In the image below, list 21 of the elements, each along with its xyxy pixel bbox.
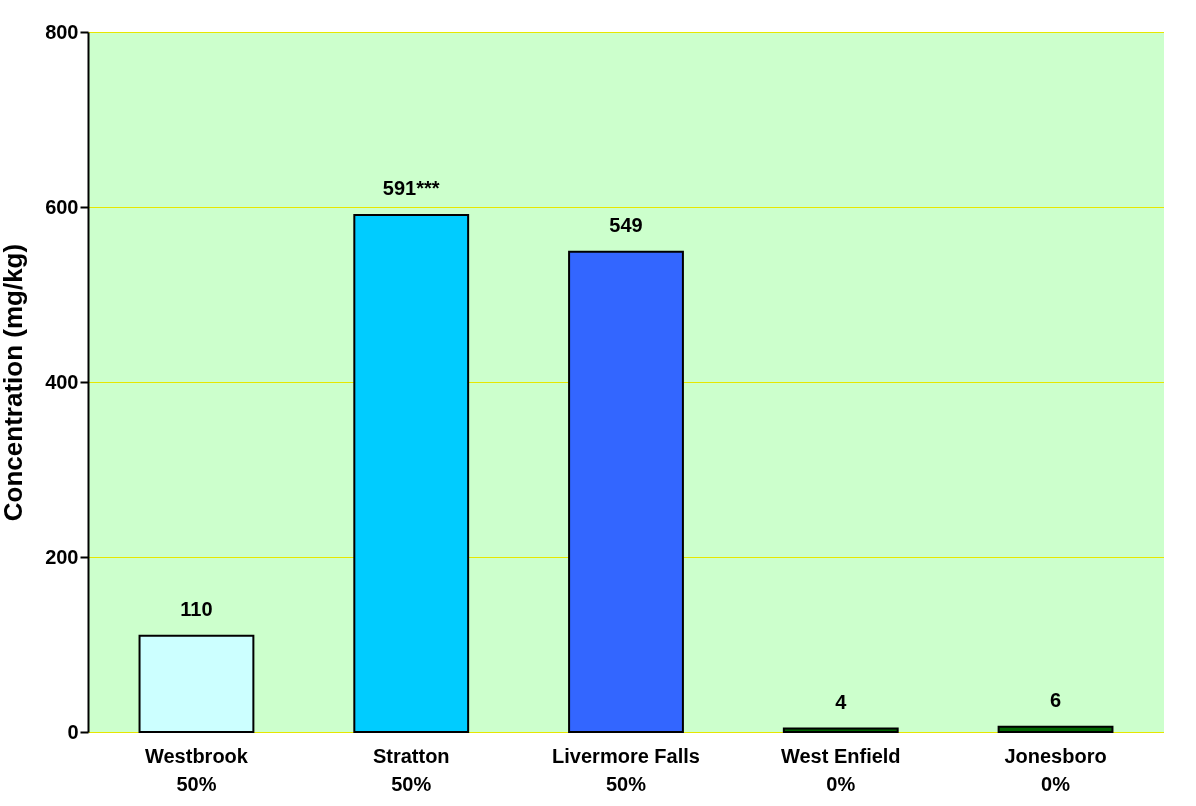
x-tick-label: Jonesboro 0% bbox=[1004, 744, 1107, 795]
x-tick-label: Stratton 50% bbox=[372, 744, 450, 795]
data-label: 110 bbox=[180, 597, 213, 620]
y-axis-title: Concentration (mg/kg) bbox=[0, 243, 29, 522]
y-tick-label: 600 bbox=[45, 195, 79, 218]
bar bbox=[353, 213, 470, 733]
bar bbox=[568, 250, 684, 733]
bar bbox=[138, 634, 255, 733]
y-tick-label: 800 bbox=[45, 20, 79, 43]
data-label: 591*** bbox=[382, 176, 440, 199]
x-tick-label: Livermore Falls 50% bbox=[552, 744, 700, 795]
y-tick-label: 200 bbox=[45, 545, 79, 568]
bar bbox=[782, 727, 899, 733]
y-tick-label: 0 bbox=[67, 720, 79, 743]
data-label: 549 bbox=[609, 213, 643, 236]
x-tick-label: Westbrook 50% bbox=[144, 744, 249, 795]
data-label: 6 bbox=[1049, 688, 1062, 711]
y-tick-label: 400 bbox=[45, 370, 79, 393]
x-tick-label: West Enfield 0% bbox=[780, 744, 901, 795]
data-label: 4 bbox=[835, 690, 848, 713]
bar bbox=[997, 725, 1114, 733]
